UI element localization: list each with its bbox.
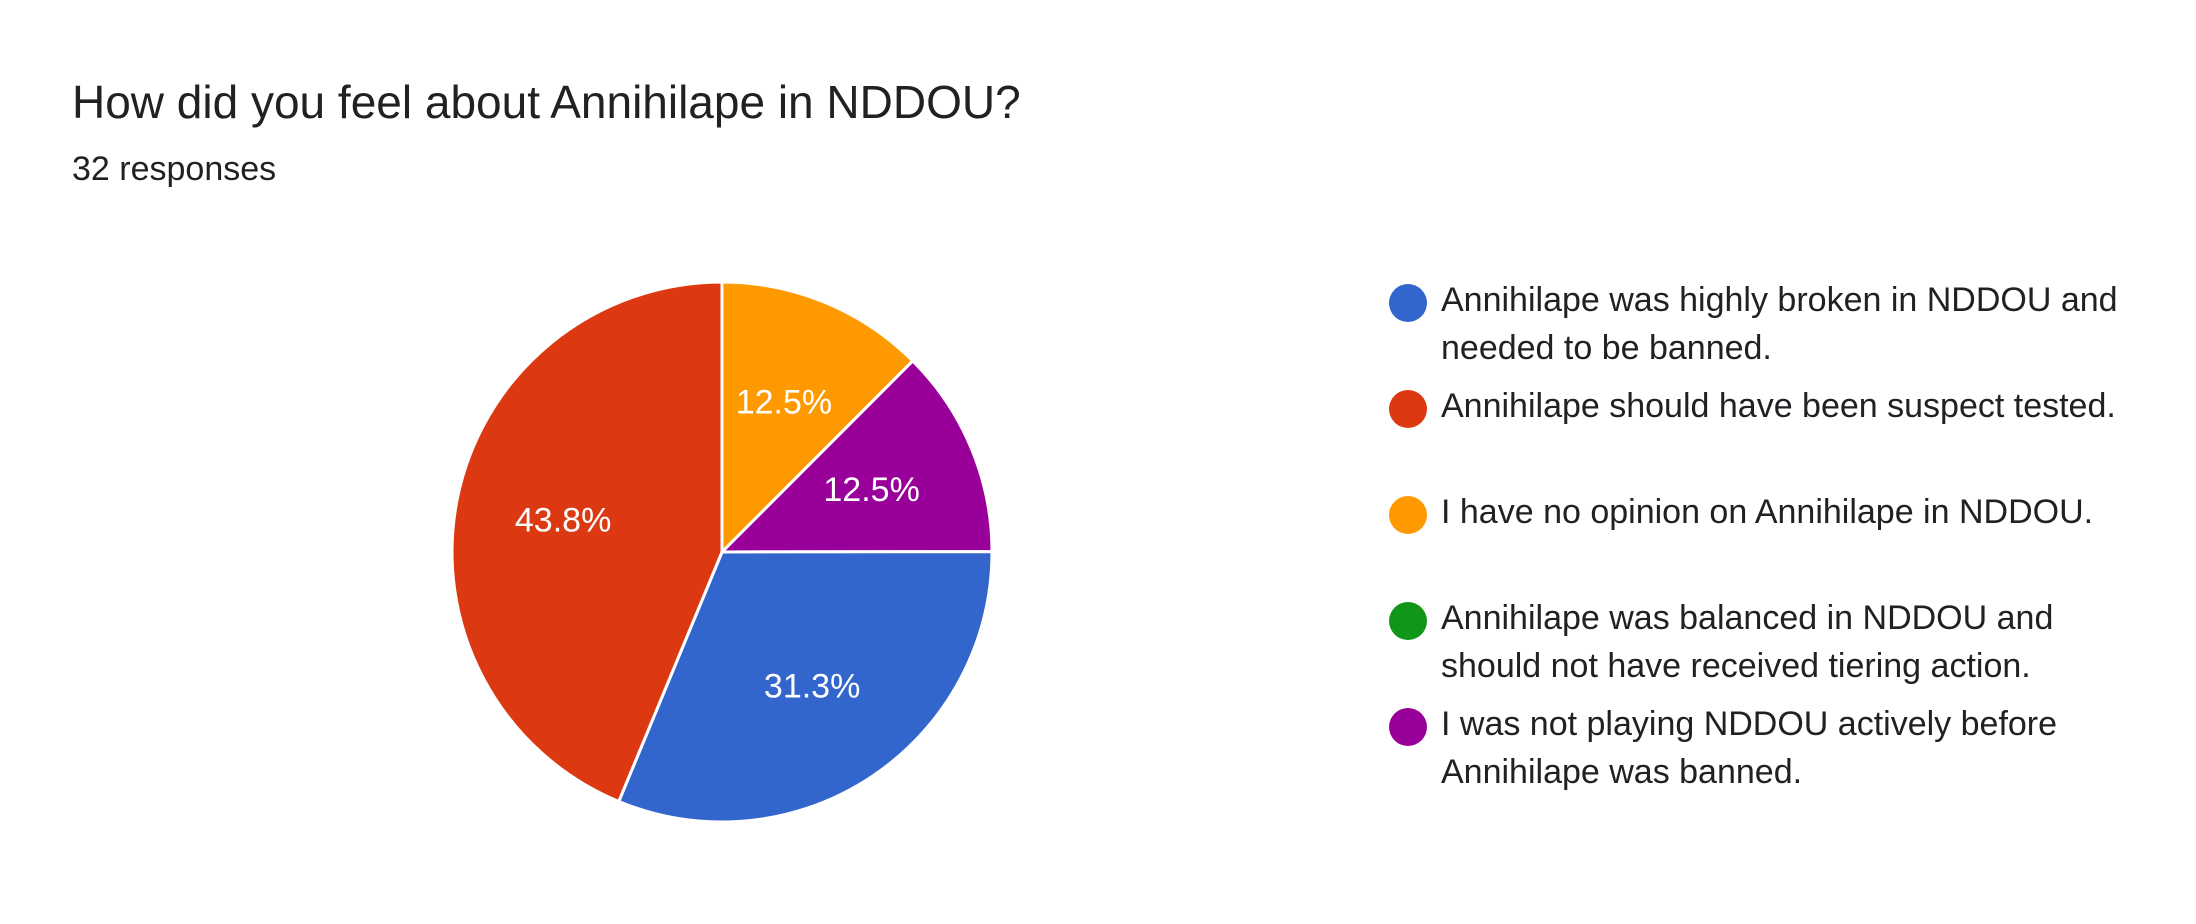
legend-swatch-icon [1389,284,1427,322]
legend-swatch-icon [1389,708,1427,746]
legend-swatch-icon [1389,390,1427,428]
legend-item[interactable]: Annihilape was balanced in NDDOU and sho… [1389,594,2169,700]
slice-percent-label: 12.5% [823,471,919,509]
legend-item[interactable]: I was not playing NDDOU actively before … [1389,700,2169,806]
legend-item[interactable]: I have no opinion on Annihilape in NDDOU… [1389,488,2169,594]
legend: Annihilape was highly broken in NDDOU an… [1389,276,2169,806]
slice-percent-label: 12.5% [736,383,832,421]
slice-percent-label: 43.8% [515,501,611,539]
legend-item[interactable]: Annihilape was highly broken in NDDOU an… [1389,276,2169,382]
legend-swatch-icon [1389,602,1427,640]
pie-slice[interactable] [720,280,915,556]
legend-item[interactable]: Annihilape should have been suspect test… [1389,382,2169,488]
legend-swatch-icon [1389,496,1427,534]
legend-label: I have no opinion on Annihilape in NDDOU… [1441,493,2094,531]
pie-slice[interactable] [450,280,724,804]
pie-slice[interactable] [718,358,994,554]
legend-label: Annihilape was balanced in NDDOU and sho… [1441,599,2054,685]
pie-slice[interactable] [616,550,994,824]
response-count: 32 responses [72,150,277,188]
pie-chart: 12.5% 12.5% 31.3% 43.8% [450,280,994,824]
legend-label: I was not playing NDDOU actively before … [1441,705,2058,791]
chart-title: How did you feel about Annihilape in NDD… [72,76,1021,128]
slice-percent-label: 31.3% [764,668,860,706]
legend-label: Annihilape was highly broken in NDDOU an… [1441,281,2118,367]
legend-label: Annihilape should have been suspect test… [1441,387,2116,425]
